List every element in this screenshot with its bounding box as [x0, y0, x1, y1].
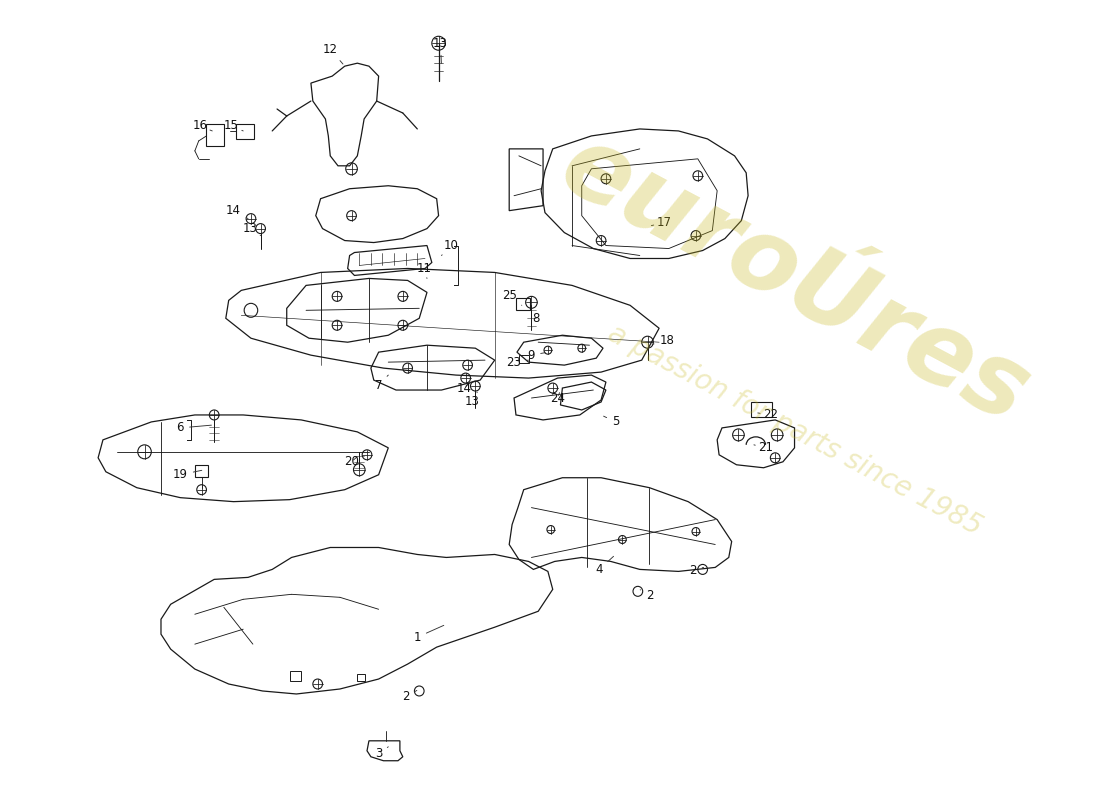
- Text: 6: 6: [177, 422, 211, 434]
- Text: 15: 15: [224, 119, 243, 133]
- Text: 24: 24: [550, 391, 565, 405]
- Text: 16: 16: [192, 119, 212, 133]
- Text: 11: 11: [417, 262, 431, 278]
- Text: 8: 8: [531, 312, 540, 328]
- Text: 1: 1: [414, 626, 443, 644]
- Bar: [207, 124, 224, 146]
- Text: 9: 9: [528, 349, 546, 362]
- Text: 25: 25: [502, 289, 521, 306]
- Bar: [236, 124, 254, 139]
- Text: a passion for parts since 1985: a passion for parts since 1985: [603, 319, 987, 541]
- Bar: [751, 402, 772, 417]
- Text: 2: 2: [640, 589, 653, 602]
- Text: 18: 18: [652, 334, 674, 346]
- Text: 3: 3: [375, 746, 388, 760]
- Text: 19: 19: [173, 468, 201, 482]
- Text: 22: 22: [758, 409, 778, 422]
- Text: 14: 14: [226, 204, 248, 218]
- Text: 13: 13: [433, 37, 448, 63]
- Text: 4: 4: [595, 556, 614, 576]
- Text: 13: 13: [242, 222, 261, 235]
- Bar: [519, 355, 528, 363]
- Text: 20: 20: [344, 455, 359, 468]
- Text: 5: 5: [604, 415, 619, 429]
- Bar: [289, 671, 301, 681]
- Text: 14: 14: [456, 382, 471, 394]
- Text: 13: 13: [465, 392, 480, 409]
- Text: eurоÚres: eurоÚres: [544, 117, 1045, 444]
- Text: 23: 23: [507, 356, 528, 369]
- Text: 12: 12: [322, 42, 343, 64]
- Text: 2: 2: [402, 690, 417, 703]
- Bar: [358, 674, 365, 681]
- Bar: [195, 465, 208, 477]
- Text: 21: 21: [754, 442, 773, 454]
- Bar: [516, 298, 529, 310]
- Text: 2: 2: [690, 564, 704, 577]
- Text: 17: 17: [651, 216, 671, 229]
- Text: 7: 7: [375, 375, 388, 391]
- Text: 10: 10: [441, 239, 459, 255]
